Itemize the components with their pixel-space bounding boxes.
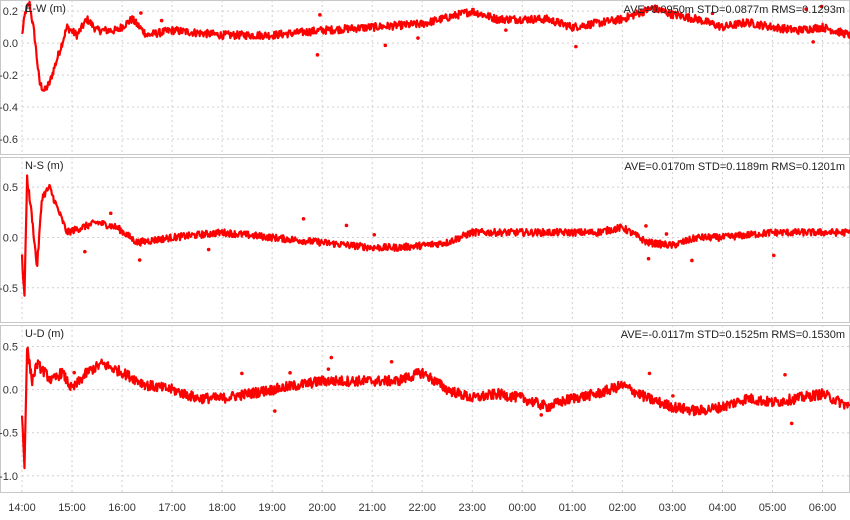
panel-3: 0.5 0.0 -0.5 -1.0 U-D (m) AVE=-0.0117m STD=0.… — [0, 325, 850, 493]
y-tick-label: -0.5 — [0, 428, 18, 440]
x-tick-label: 01:00 — [559, 502, 587, 514]
y-tick-label: -0.2 — [0, 70, 18, 82]
panel-stats-text: AVE=0.0950m STD=0.0877m RMS=0.1293m — [624, 4, 845, 16]
y-tick-label: -1.0 — [0, 471, 18, 483]
series-line — [20, 0, 850, 92]
outlier-point — [671, 394, 675, 398]
y-tick-label: 0.0 — [3, 232, 18, 244]
panel-2: 0.5 0.0 -0.5 N-S (m) AVE=0.0170m STD=0.1189m… — [0, 157, 850, 323]
outlier-point — [372, 233, 377, 237]
panel-axis-label: E-W (m) — [25, 3, 66, 15]
y-tick-label: -0.5 — [0, 283, 18, 295]
y-tick-label: 0.2 — [3, 6, 18, 18]
outlier-point — [389, 359, 394, 364]
panel-axis-label: N-S (m) — [25, 160, 64, 172]
x-tick-label: 15:00 — [58, 502, 86, 514]
outlier-point — [771, 253, 776, 258]
outlier-point — [646, 256, 651, 261]
outlier-point — [710, 11, 715, 16]
outlier-point — [574, 44, 578, 49]
outlier-point — [819, 4, 824, 9]
x-tick-label: 16:00 — [108, 502, 136, 514]
x-tick-label: 23:00 — [459, 502, 487, 514]
x-tick-label: 04:00 — [709, 502, 737, 514]
outlier-point — [318, 13, 322, 17]
x-tick-label: 22:00 — [408, 502, 436, 514]
x-tick-label: 03:00 — [659, 502, 687, 514]
x-tick-label: 18:00 — [208, 502, 236, 514]
outlier-point — [416, 36, 420, 40]
x-tick-label: 02:00 — [609, 502, 637, 514]
x-tick-label: 17:00 — [158, 502, 186, 514]
outlier-point — [690, 258, 694, 263]
panel-stats-text: AVE=0.0170m STD=0.1189m RMS=0.1201m — [624, 161, 845, 173]
series-line — [20, 346, 850, 470]
outlier-point — [326, 367, 331, 371]
outlier-point — [383, 43, 388, 48]
outlier-point — [83, 249, 87, 254]
outlier-point — [273, 409, 277, 413]
x-tick-label: 20:00 — [308, 502, 336, 514]
x-tick-label: 05:00 — [759, 502, 787, 514]
outlier-point — [139, 11, 143, 15]
outlier-point — [240, 371, 244, 376]
y-tick-label: 0.5 — [3, 342, 18, 354]
x-tick-label: 06:00 — [809, 502, 837, 514]
outlier-point — [288, 371, 292, 375]
panel-axis-label: U-D (m) — [25, 328, 64, 340]
y-tick-label: -0.4 — [0, 102, 18, 114]
outlier-point — [644, 224, 648, 228]
outlier-point — [789, 421, 794, 426]
y-tick-label: -0.6 — [0, 134, 18, 146]
panel-stats-text: AVE=-0.0117m STD=0.1525m RMS=0.1530m — [621, 329, 845, 341]
outlier-point — [504, 28, 508, 32]
x-tick-label: 00:00 — [509, 502, 537, 514]
outlier-point — [108, 211, 113, 216]
outlier-point — [206, 247, 211, 252]
panel-1: 0.2 0.0 -0.2 -0.4 -0.6 E-W (m) AVE=0.0950m STD… — [0, 0, 850, 155]
outlier-point — [329, 355, 334, 360]
y-tick-label: 0.0 — [3, 385, 18, 397]
y-tick-label: 0.0 — [3, 38, 18, 50]
outlier-point — [72, 370, 76, 375]
x-tick-label: 14:00 — [8, 502, 36, 514]
outlier-point — [344, 223, 349, 228]
y-tick-label: 0.5 — [3, 182, 18, 194]
outlier-point — [539, 413, 544, 417]
outlier-point — [159, 18, 164, 23]
outlier-point — [301, 216, 306, 221]
x-tick-label: 21:00 — [358, 502, 386, 514]
outlier-point — [804, 7, 808, 11]
outlier-point — [783, 372, 787, 377]
outlier-point — [137, 258, 142, 262]
outlier-point — [664, 232, 669, 236]
outlier-point — [647, 371, 652, 376]
x-tick-label: 19:00 — [258, 502, 286, 514]
outlier-point — [315, 53, 320, 57]
series-line — [20, 174, 850, 297]
outlier-point — [811, 40, 815, 44]
